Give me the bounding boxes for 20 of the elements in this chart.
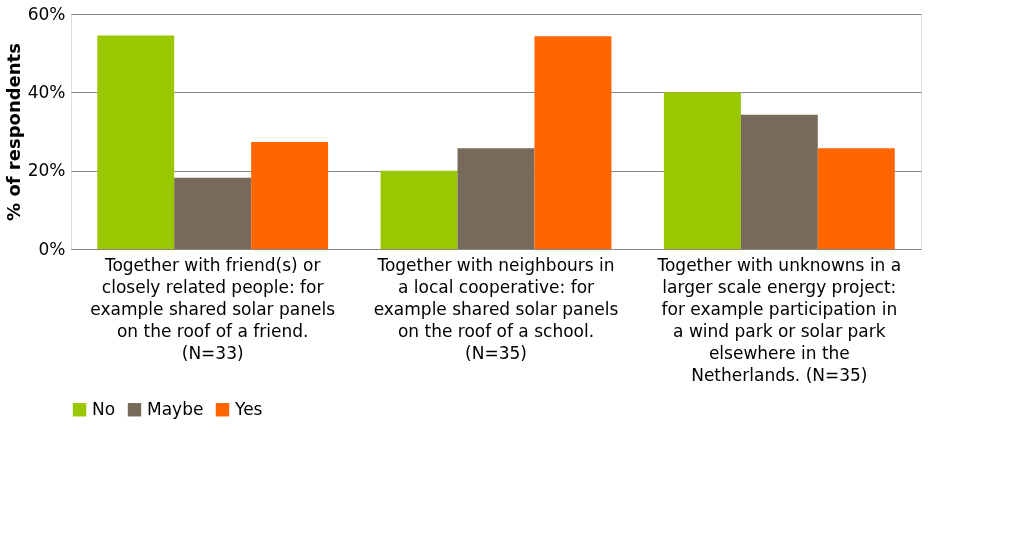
bar (817, 148, 895, 249)
legend-label: No (92, 398, 116, 419)
bar (380, 170, 458, 249)
y-tick-label: 60% (27, 3, 66, 24)
bar (174, 177, 252, 249)
x-tick-label: Together with friend(s) or closely related people: for example shared solar panels on the roof of a friend. (N=33) (90, 254, 336, 363)
y-tick-label: 40% (27, 81, 66, 102)
bar (534, 36, 612, 249)
x-tick-label: Together with neighbours in a local cooperative: for example shared solar panels on the roof of a school. (N=35) (373, 254, 619, 363)
bar (457, 148, 535, 249)
legend-label: Maybe (147, 398, 204, 419)
y-tick-label: 0% (38, 238, 66, 259)
bar (740, 114, 818, 249)
bar (251, 142, 329, 249)
bar (97, 35, 175, 249)
y-tick-label: 20% (27, 160, 66, 181)
y-axis-title: % of respondents (2, 43, 24, 221)
x-tick-label: Together with unknowns in a larger scale energy project: for example participation in a wind park or solar park elsewhere in the Netherlands. (N=35) (656, 254, 902, 385)
legend-label: Yes (234, 398, 263, 419)
bar (663, 92, 741, 249)
